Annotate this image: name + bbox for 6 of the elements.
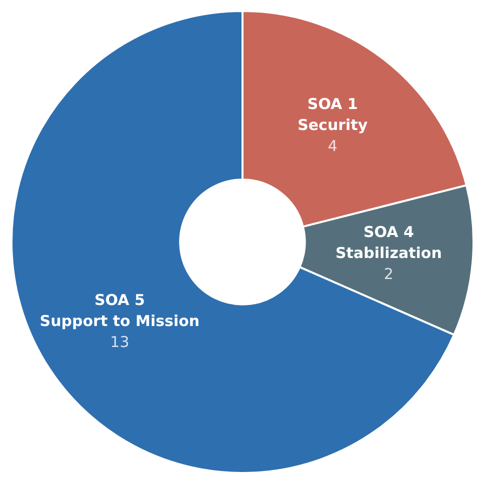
slice-label: SOA 1 Security [298, 95, 368, 134]
data-label: 4 [328, 137, 338, 156]
slice-label: SOA 5 Support to Mission [40, 291, 200, 330]
slice-label: SOA 4 Stabilization [335, 223, 442, 262]
data-label: 13 [110, 333, 130, 352]
data-label: 2 [384, 265, 394, 284]
